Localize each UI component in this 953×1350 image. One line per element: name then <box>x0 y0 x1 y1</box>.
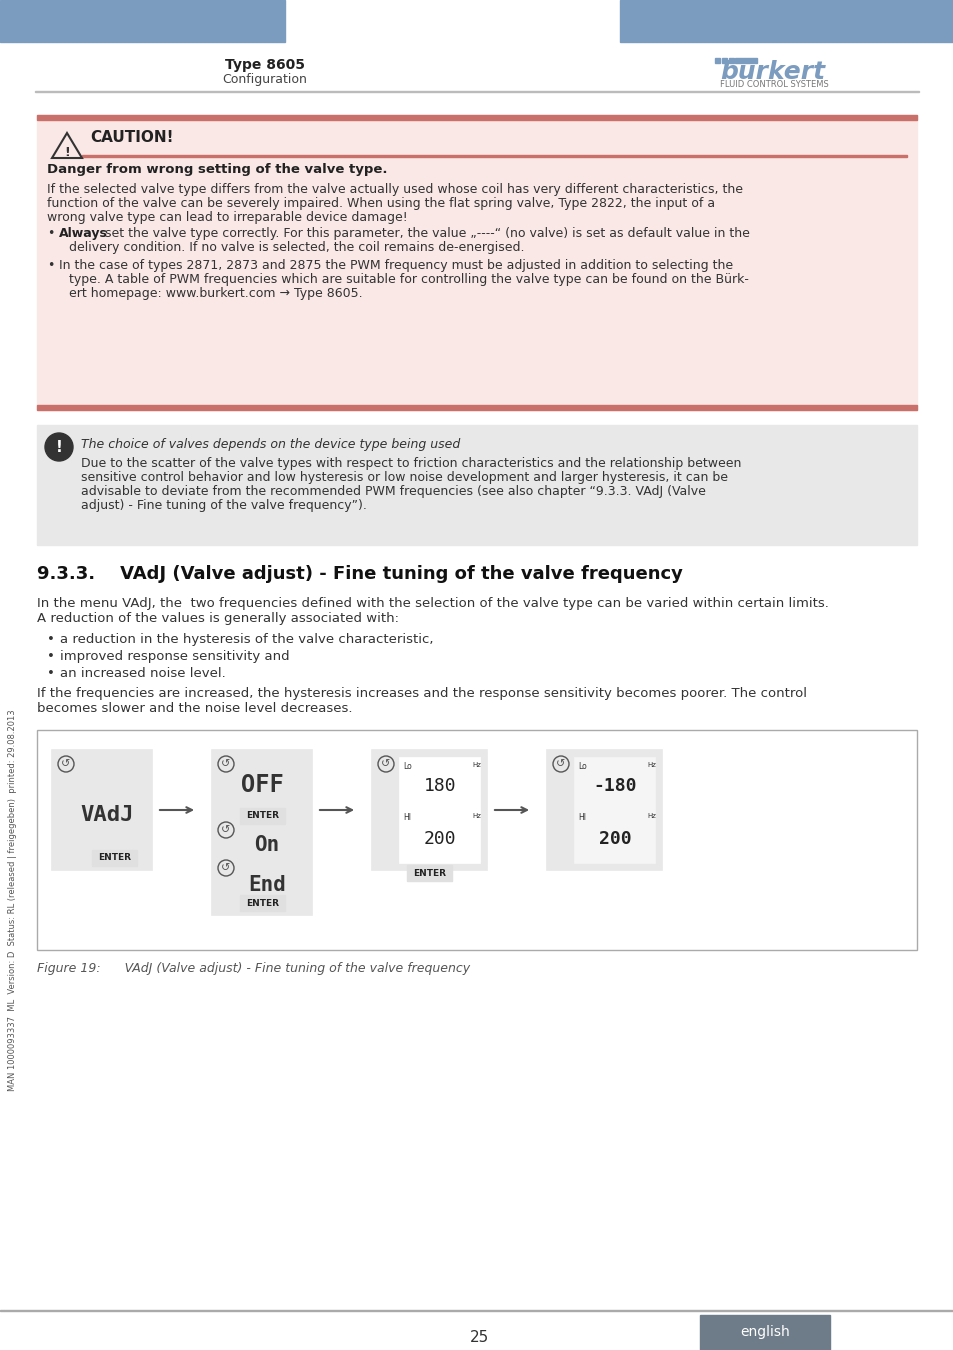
Text: ↺: ↺ <box>221 863 231 873</box>
Bar <box>734 58 757 63</box>
Text: Hz: Hz <box>646 813 655 818</box>
Text: set the valve type correctly. For this parameter, the value „----“ (no valve) is: set the valve type correctly. For this p… <box>101 227 749 240</box>
Text: •: • <box>47 667 55 680</box>
Text: A reduction of the values is generally associated with:: A reduction of the values is generally a… <box>37 612 398 625</box>
Text: adjust) - Fine tuning of the valve frequency”).: adjust) - Fine tuning of the valve frequ… <box>81 500 367 512</box>
Text: 25: 25 <box>470 1330 489 1345</box>
Text: ert homepage: www.burkert.com → Type 8605.: ert homepage: www.burkert.com → Type 860… <box>69 288 362 300</box>
Text: ENTER: ENTER <box>98 853 131 863</box>
Text: FLUID CONTROL SYSTEMS: FLUID CONTROL SYSTEMS <box>720 80 828 89</box>
Text: a reduction in the hysteresis of the valve characteristic,: a reduction in the hysteresis of the val… <box>60 633 433 647</box>
Text: MAN 1000093337  ML  Version: D  Status: RL (released | freigegeben)  printed: 29: MAN 1000093337 ML Version: D Status: RL … <box>9 709 17 1091</box>
Text: Hz: Hz <box>646 761 655 768</box>
Text: Danger from wrong setting of the valve type.: Danger from wrong setting of the valve t… <box>47 163 387 176</box>
Text: End: End <box>248 875 286 895</box>
Bar <box>37 425 916 545</box>
Text: •: • <box>47 259 54 271</box>
Bar <box>700 1315 829 1350</box>
Text: improved response sensitivity and: improved response sensitivity and <box>60 649 290 663</box>
Bar <box>240 895 285 911</box>
Text: ↺: ↺ <box>556 759 565 769</box>
Text: bürkert: bürkert <box>720 59 824 84</box>
Bar <box>82 155 906 157</box>
Text: CAUTION!: CAUTION! <box>90 130 173 144</box>
Bar <box>240 809 285 824</box>
Bar <box>546 751 661 869</box>
Text: advisable to deviate from the recommended PWM frequencies (see also chapter “9.3: advisable to deviate from the recommende… <box>81 485 705 498</box>
Text: english: english <box>740 1324 789 1339</box>
Text: In the case of types 2871, 2873 and 2875 the PWM frequency must be adjusted in a: In the case of types 2871, 2873 and 2875… <box>59 259 732 271</box>
Bar <box>37 405 916 410</box>
Text: ↺: ↺ <box>221 759 231 769</box>
Text: OFF: OFF <box>240 774 283 796</box>
Bar <box>575 757 655 863</box>
Bar <box>0 0 285 42</box>
Bar <box>37 115 916 120</box>
Text: •: • <box>47 633 55 647</box>
Text: Hz: Hz <box>472 813 480 818</box>
Text: Due to the scatter of the valve types with respect to friction characteristics a: Due to the scatter of the valve types wi… <box>81 458 740 470</box>
Text: Always: Always <box>59 227 108 240</box>
Circle shape <box>45 433 73 460</box>
Text: sensitive control behavior and low hysteresis or low noise development and large: sensitive control behavior and low hyste… <box>81 471 727 485</box>
Bar <box>728 58 733 63</box>
Bar <box>91 850 137 865</box>
Text: Type 8605: Type 8605 <box>225 58 305 72</box>
Text: !: ! <box>64 147 70 159</box>
Text: HI: HI <box>402 813 411 822</box>
Text: ENTER: ENTER <box>246 899 278 907</box>
Text: !: ! <box>55 440 62 455</box>
Bar <box>37 730 916 950</box>
Text: 180: 180 <box>423 778 456 795</box>
Text: Lo: Lo <box>578 761 586 771</box>
Text: If the selected valve type differs from the valve actually used whose coil has v: If the selected valve type differs from … <box>47 184 742 196</box>
Text: Configuration: Configuration <box>222 73 307 86</box>
Bar <box>619 0 953 42</box>
Text: HI: HI <box>578 813 585 822</box>
Text: ↺: ↺ <box>381 759 391 769</box>
Text: Lo: Lo <box>402 761 412 771</box>
Text: function of the valve can be severely impaired. When using the flat spring valve: function of the valve can be severely im… <box>47 197 715 211</box>
Text: -180: -180 <box>593 778 636 795</box>
Bar <box>37 730 916 950</box>
Text: 200: 200 <box>423 830 456 848</box>
Text: becomes slower and the noise level decreases.: becomes slower and the noise level decre… <box>37 702 352 716</box>
Text: On: On <box>254 836 279 855</box>
Text: delivery condition. If no valve is selected, the coil remains de-energised.: delivery condition. If no valve is selec… <box>69 242 524 254</box>
Text: •: • <box>47 649 55 663</box>
Text: •: • <box>47 227 54 240</box>
Text: 200: 200 <box>598 830 631 848</box>
Text: Figure 19:      VAdJ (Valve adjust) - Fine tuning of the valve frequency: Figure 19: VAdJ (Valve adjust) - Fine tu… <box>37 963 470 975</box>
Text: The choice of valves depends on the device type being used: The choice of valves depends on the devi… <box>81 437 459 451</box>
Text: an increased noise level.: an increased noise level. <box>60 667 226 680</box>
Text: ENTER: ENTER <box>246 811 278 821</box>
Text: ENTER: ENTER <box>413 868 446 878</box>
Bar <box>721 58 726 63</box>
Bar <box>372 751 486 869</box>
Bar <box>52 751 152 869</box>
Text: If the frequencies are increased, the hysteresis increases and the response sens: If the frequencies are increased, the hy… <box>37 687 806 701</box>
Bar <box>399 757 479 863</box>
Bar <box>212 751 312 915</box>
Text: In the menu VAdJ, the  two frequencies defined with the selection of the valve t: In the menu VAdJ, the two frequencies de… <box>37 597 828 610</box>
Bar <box>407 865 452 882</box>
Text: wrong valve type can lead to irreparable device damage!: wrong valve type can lead to irreparable… <box>47 211 407 224</box>
Text: ↺: ↺ <box>61 759 71 769</box>
Text: type. A table of PWM frequencies which are suitable for controlling the valve ty: type. A table of PWM frequencies which a… <box>69 273 748 286</box>
Text: 9.3.3.    VAdJ (Valve adjust) - Fine tuning of the valve frequency: 9.3.3. VAdJ (Valve adjust) - Fine tuning… <box>37 566 682 583</box>
Text: Hz: Hz <box>472 761 480 768</box>
Bar <box>714 58 720 63</box>
Bar <box>37 115 916 410</box>
Text: ↺: ↺ <box>221 825 231 836</box>
Text: VAdJ: VAdJ <box>80 805 133 825</box>
